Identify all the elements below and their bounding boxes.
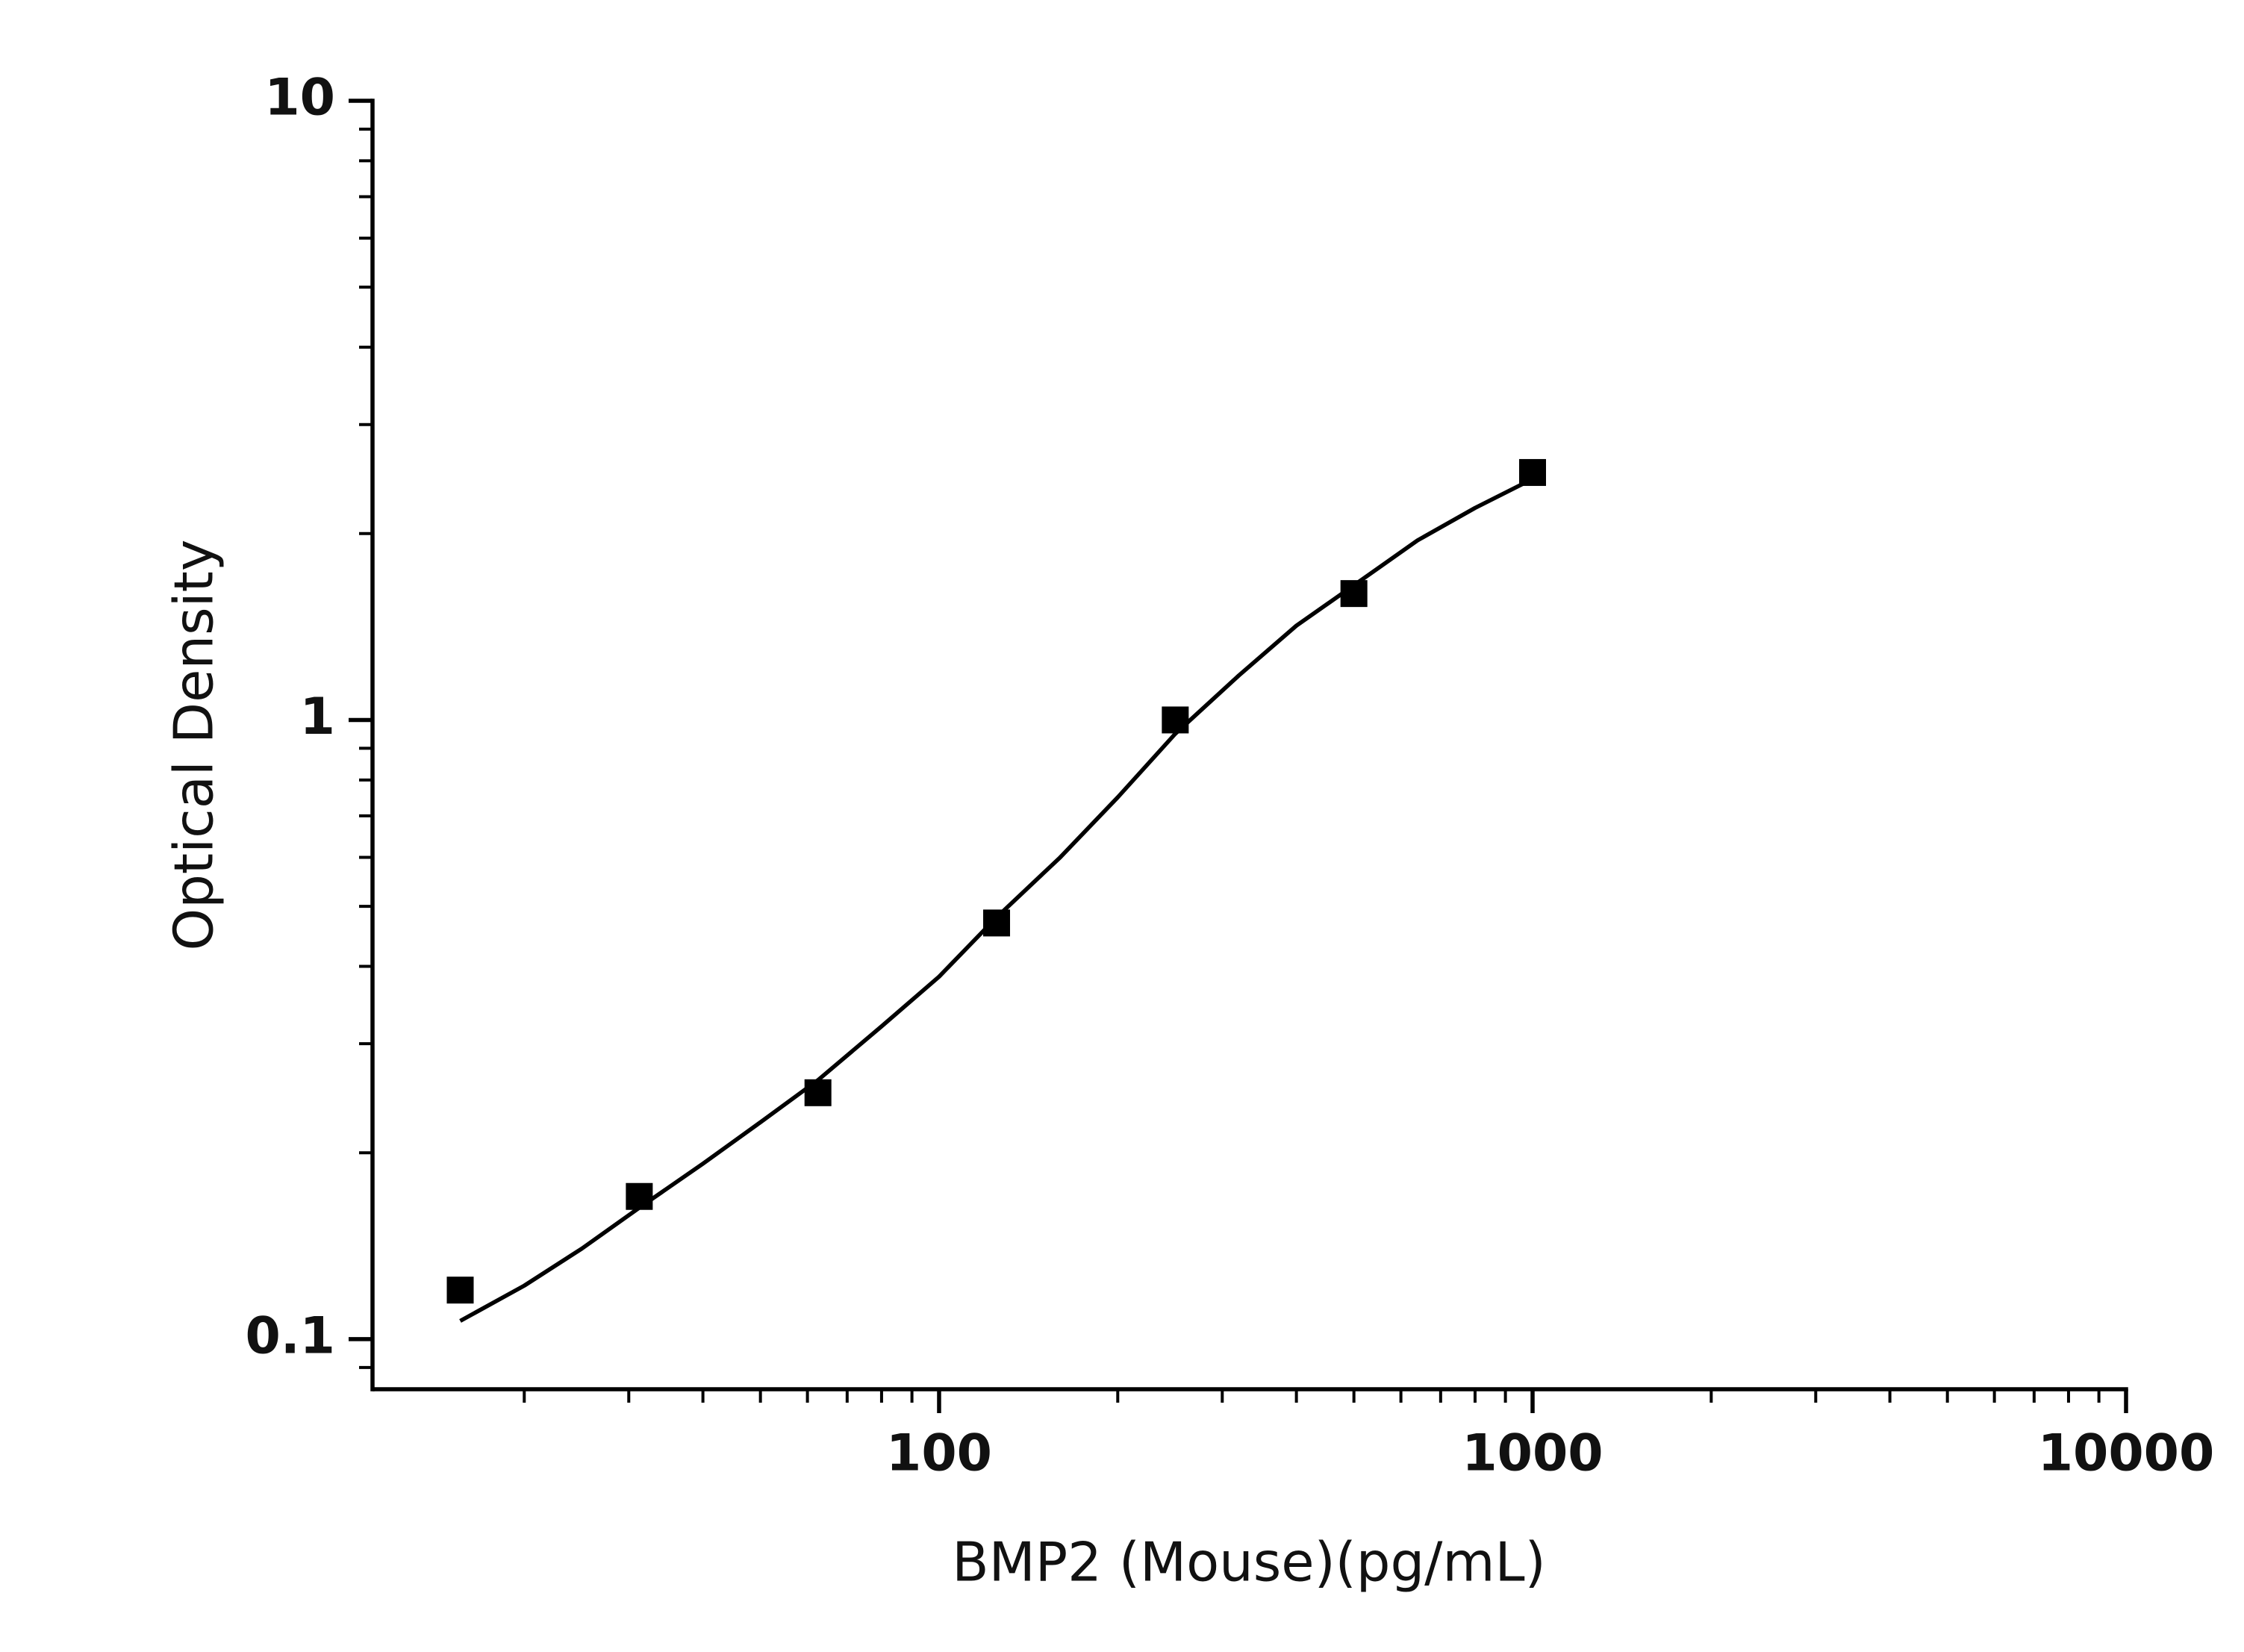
data-point (446, 1277, 474, 1304)
x-tick-label: 100 (886, 1424, 992, 1483)
data-point (983, 909, 1011, 937)
y-tick-label: 10 (264, 69, 335, 128)
fit-curve (459, 477, 1534, 1323)
data-point (804, 1079, 832, 1106)
x-axis-title: BMP2 (Mouse)(pg/mL) (952, 1531, 1546, 1594)
data-point (1162, 706, 1189, 734)
y-axis-title: Optical Density (163, 540, 225, 951)
y-tick-label: 0.1 (246, 1306, 335, 1365)
x-tick-label: 1000 (1462, 1424, 1603, 1483)
x-tick-label: 10000 (2038, 1424, 2215, 1483)
y-tick-label: 1 (300, 688, 335, 746)
